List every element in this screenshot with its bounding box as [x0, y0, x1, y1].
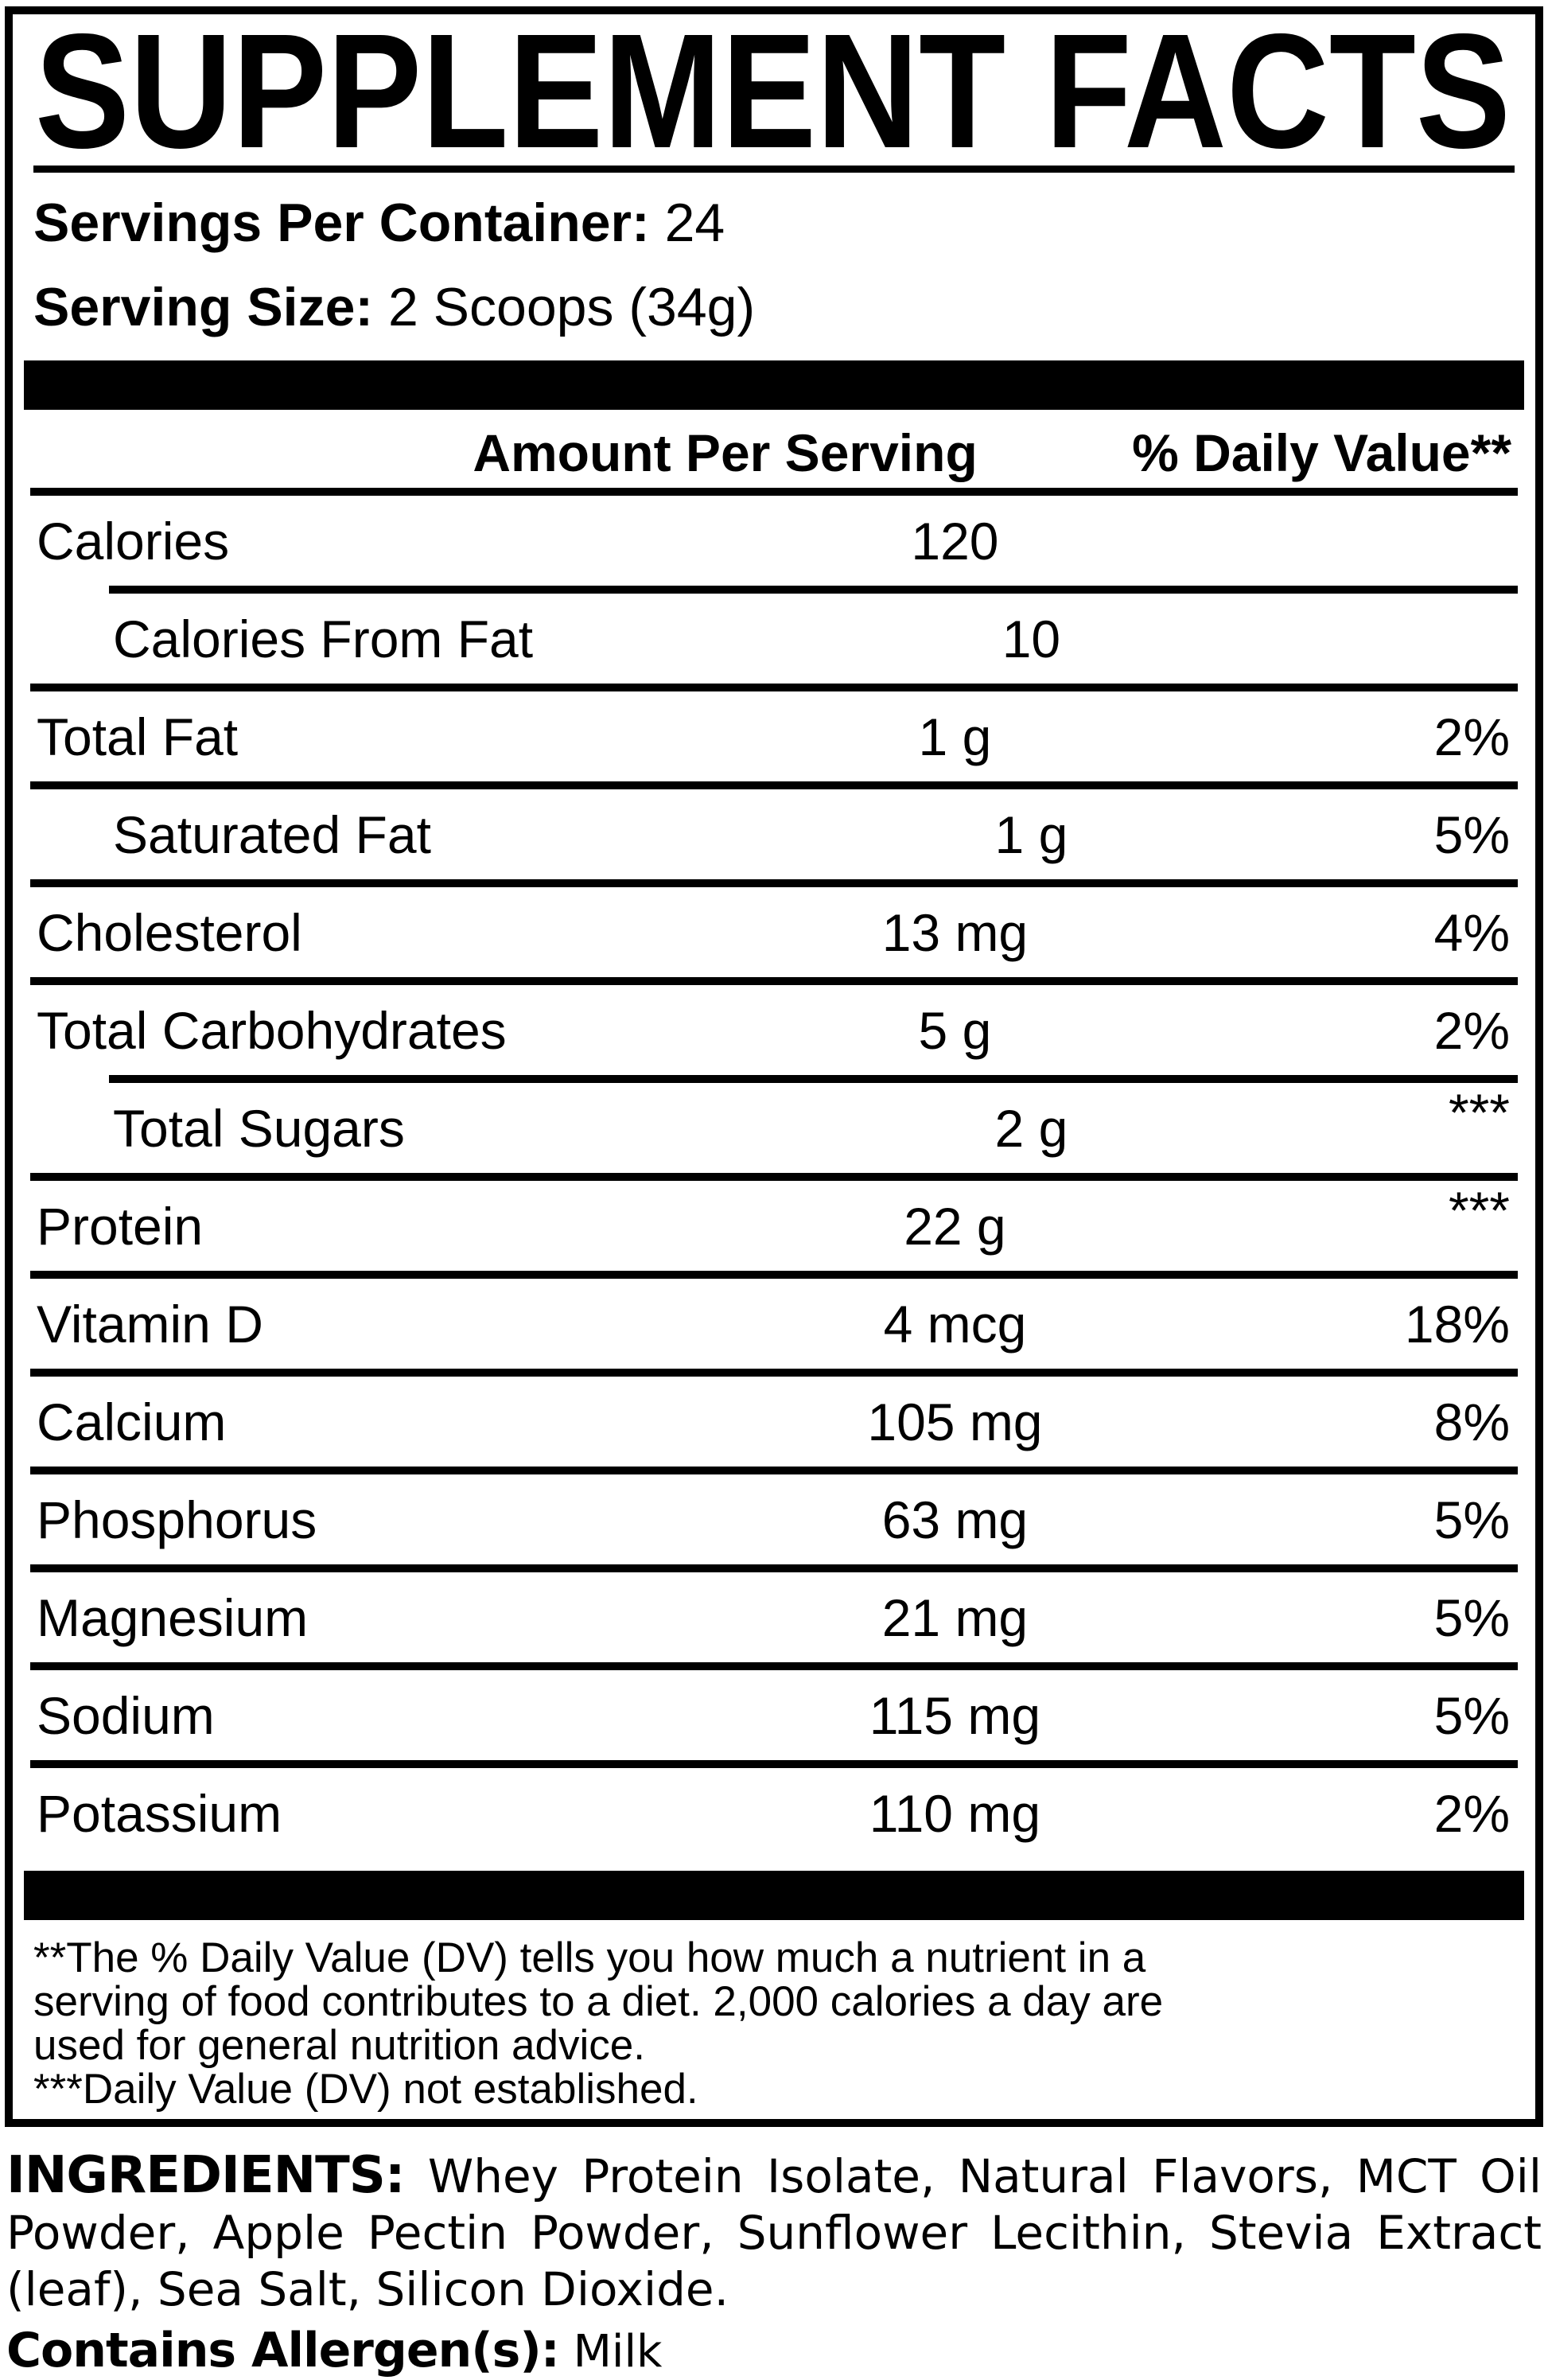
- nutrient-label: Calcium: [37, 1392, 227, 1451]
- nutrient-amount: 10: [1002, 609, 1061, 668]
- nutrient-dv: 18%: [1404, 1294, 1510, 1354]
- servings-per-container-value: 24: [664, 193, 725, 253]
- nutrient-amount: 5 g: [918, 1000, 992, 1060]
- serving-size-line: Serving Size: 2 Scoops (34g): [33, 276, 1515, 338]
- row-total-fat: Total Fat 1 g 2%: [33, 691, 1515, 781]
- row-total-sugars: Total Sugars 2 g ***: [33, 1083, 1515, 1173]
- row-vitamin-d: Vitamin D 4 mcg 18%: [33, 1279, 1515, 1369]
- bottom-black-bar: [24, 1871, 1524, 1920]
- column-header-daily-value: % Daily Value**: [1132, 423, 1511, 482]
- footnote-line: **The % Daily Value (DV) tells you how m…: [33, 1934, 1146, 1981]
- row-divider: [30, 879, 1518, 887]
- row-divider: [30, 1662, 1518, 1670]
- nutrient-label: Protein: [37, 1196, 204, 1256]
- nutrient-dv: 2%: [1433, 1000, 1510, 1060]
- row-protein: Protein 22 g ***: [33, 1181, 1515, 1271]
- title-divider: [33, 166, 1515, 173]
- ingredients-paragraph: INGREDIENTS: Whey Protein Isolate, Natur…: [6, 2148, 1542, 2318]
- nutrient-dv: 2%: [1433, 1783, 1510, 1843]
- row-calories: Calories 120: [33, 496, 1515, 586]
- ingredients-text: Whey Protein Isolate, Natural Flavors, M…: [6, 2149, 1542, 2316]
- panel-title-graphic: SUPPLEMENT FACTS: [35, 27, 1511, 153]
- nutrient-amount: 1 g: [994, 804, 1068, 864]
- nutrient-amount: 1 g: [918, 707, 992, 766]
- nutrient-label: Total Sugars: [113, 1098, 405, 1158]
- row-divider: [30, 977, 1518, 985]
- nutrient-dv: 5%: [1433, 1685, 1510, 1745]
- nutrient-label: Magnesium: [37, 1587, 309, 1647]
- row-potassium: Potassium 110 mg 2%: [33, 1768, 1515, 1858]
- column-header-amount: Amount Per Serving: [473, 423, 978, 482]
- row-divider: [30, 1760, 1518, 1768]
- row-divider-indented: [109, 1075, 1518, 1083]
- serving-size-label: Serving Size:: [33, 277, 374, 337]
- row-divider: [30, 1271, 1518, 1279]
- nutrient-amount: 4 mcg: [883, 1294, 1027, 1354]
- nutrient-dv: 5%: [1433, 1587, 1510, 1647]
- nutrient-label: Calories: [37, 511, 230, 571]
- row-phosphorus: Phosphorus 63 mg 5%: [33, 1474, 1515, 1564]
- serving-size-value: 2 Scoops (34g): [387, 277, 756, 337]
- nutrient-label: Vitamin D: [37, 1294, 263, 1354]
- allergen-line: Contains Allergen(s): Milk: [6, 2323, 1542, 2380]
- nutrient-label: Cholesterol: [37, 902, 302, 962]
- servings-per-container-line: Servings Per Container: 24: [33, 192, 1515, 254]
- nutrient-amount: 110 mg: [869, 1783, 1041, 1843]
- nutrient-dv: 4%: [1433, 902, 1510, 962]
- allergen-value: Milk: [573, 2326, 663, 2378]
- row-calories-from-fat: Calories From Fat 10: [33, 594, 1515, 684]
- nutrient-label: Total Carbohydrates: [37, 1000, 507, 1060]
- header-divider: [30, 488, 1518, 496]
- nutrient-dv-not-established: ***: [1448, 1181, 1510, 1240]
- row-saturated-fat: Saturated Fat 1 g 5%: [33, 789, 1515, 879]
- footnote-line: ***Daily Value (DV) not established.: [33, 2066, 698, 2113]
- row-total-carbohydrates: Total Carbohydrates 5 g 2%: [33, 985, 1515, 1075]
- footnote-line: used for general nutrition advice.: [33, 2022, 645, 2069]
- nutrient-amount: 2 g: [994, 1098, 1068, 1158]
- daily-value-footnote: **The % Daily Value (DV) tells you how m…: [33, 1936, 1515, 2111]
- supplement-facts-panel: SUPPLEMENT FACTS Servings Per Container:…: [5, 6, 1543, 2127]
- row-sodium: Sodium 115 mg 5%: [33, 1670, 1515, 1760]
- nutrient-dv-not-established: ***: [1448, 1083, 1510, 1142]
- page-title: SUPPLEMENT FACTS: [35, 27, 1511, 153]
- nutrient-label: Calories From Fat: [113, 609, 534, 668]
- nutrient-label: Total Fat: [37, 707, 239, 766]
- row-divider: [30, 781, 1518, 789]
- nutrient-amount: 22 g: [904, 1196, 1006, 1256]
- row-magnesium: Magnesium 21 mg 5%: [33, 1572, 1515, 1662]
- nutrient-label: Sodium: [37, 1685, 215, 1745]
- top-black-bar: [24, 360, 1524, 410]
- row-divider-indented: [109, 586, 1518, 594]
- nutrient-dv: 2%: [1433, 707, 1510, 766]
- nutrient-dv: 8%: [1433, 1392, 1510, 1451]
- row-divider: [30, 1173, 1518, 1181]
- nutrient-label: Potassium: [37, 1783, 282, 1843]
- allergen-label: Contains Allergen(s):: [6, 2323, 560, 2378]
- ingredients-label: INGREDIENTS:: [6, 2146, 405, 2205]
- row-divider: [30, 684, 1518, 691]
- nutrient-dv: 5%: [1433, 804, 1510, 864]
- nutrient-amount: 120: [911, 511, 999, 571]
- nutrient-amount: 63 mg: [881, 1490, 1029, 1549]
- nutrient-dv: 5%: [1433, 1490, 1510, 1549]
- nutrient-label: Saturated Fat: [113, 804, 431, 864]
- row-calcium: Calcium 105 mg 8%: [33, 1377, 1515, 1467]
- nutrient-amount: 13 mg: [881, 902, 1029, 962]
- row-divider: [30, 1369, 1518, 1377]
- row-cholesterol: Cholesterol 13 mg 4%: [33, 887, 1515, 977]
- nutrient-amount: 105 mg: [867, 1392, 1043, 1451]
- row-divider: [30, 1564, 1518, 1572]
- nutrient-label: Phosphorus: [37, 1490, 317, 1549]
- nutrient-amount: 115 mg: [869, 1685, 1041, 1745]
- row-divider: [30, 1467, 1518, 1474]
- table-header-row: Amount Per Serving % Daily Value**: [33, 418, 1515, 488]
- footnote-line: serving of food contributes to a diet. 2…: [33, 1978, 1164, 2025]
- servings-per-container-label: Servings Per Container:: [33, 193, 650, 253]
- nutrient-amount: 21 mg: [881, 1587, 1029, 1647]
